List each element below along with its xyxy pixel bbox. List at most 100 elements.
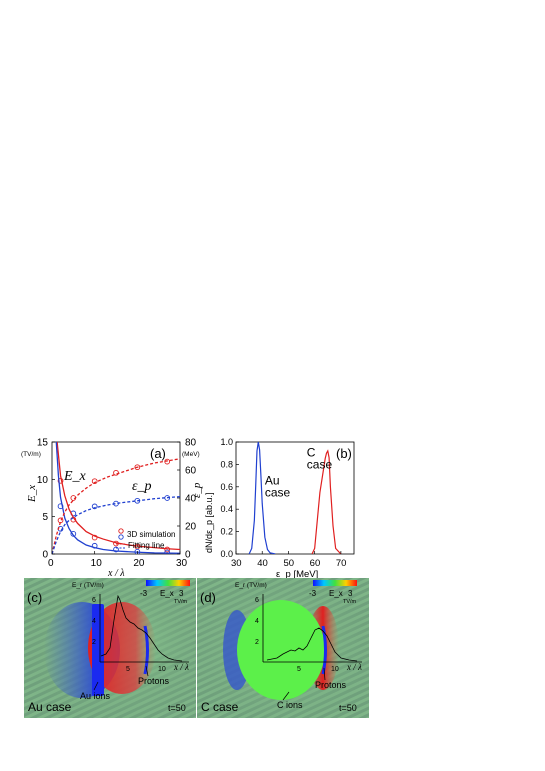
y-axis-label-b: dN/dε_p [ab.u.] bbox=[204, 492, 214, 553]
case-label-c: Au case bbox=[28, 700, 72, 714]
protons-label-d: Protons bbox=[315, 680, 347, 690]
inset-x-tick-d-10: 10 bbox=[331, 666, 339, 673]
marker-2-2 bbox=[91, 478, 98, 485]
panel-label-b: (b) bbox=[336, 446, 352, 461]
inset-x-label-c: x / λ bbox=[173, 662, 189, 672]
annotation-ep: ε_p bbox=[132, 479, 152, 494]
au-ions-label: Au ions bbox=[80, 691, 111, 701]
right-tick-label-a-1: 20 bbox=[185, 522, 197, 533]
x-tick-label-a-1: 10 bbox=[91, 558, 103, 569]
panel-d: 2 4 6 5 10 x / λ E_r (TV/m) -3 E_x 3 TV/… bbox=[197, 578, 369, 718]
x-axis-label-a: x / λ bbox=[107, 568, 125, 578]
field-map-c: 2 4 6 5 10 x / λ E_r (TV/m) -3 E_x 3 TV/… bbox=[24, 578, 196, 718]
inset-y-tick-d-4: 4 bbox=[255, 618, 259, 625]
right-axis-label-a: ε_p bbox=[191, 482, 203, 498]
marker-3-2 bbox=[91, 503, 98, 510]
right-tick-label-a-3: 60 bbox=[185, 466, 197, 477]
inset-y-tick-c-2: 2 bbox=[92, 639, 96, 646]
case-annotation-1-1: case bbox=[307, 458, 333, 472]
y-tick-label-b-4: 0.8 bbox=[220, 459, 233, 469]
protons-arrow-c bbox=[145, 665, 149, 677]
inset-y-tick-d-6: 6 bbox=[255, 597, 259, 604]
positive-field-region-c bbox=[88, 602, 156, 694]
y-tick-label-b-3: 0.6 bbox=[220, 482, 233, 492]
colorbar-min-d: -3 bbox=[309, 589, 317, 598]
colorbar-max-d: 3 bbox=[348, 589, 353, 598]
au-ions-layer bbox=[92, 604, 104, 696]
colorbar-label-c: E_x bbox=[160, 589, 174, 598]
chart-b: 30 40 50 60 700.00.20.40.60.81.0 AucaseCcase… bbox=[204, 437, 355, 580]
panel-label-d: (d) bbox=[200, 590, 216, 605]
left-axis-label-a: E_x bbox=[26, 485, 38, 503]
panel-c: 2 4 6 5 10 x / λ E_r (TV/m) -3 E_x 3 TV/… bbox=[24, 578, 196, 718]
c-ions-cloud bbox=[237, 600, 325, 700]
x-tick-label-a-0: 0 bbox=[48, 558, 54, 569]
protons-layer-c bbox=[143, 625, 149, 675]
inset-x-tick-c-5: 5 bbox=[126, 666, 130, 673]
x-axis-label-b: ε_p [MeV] bbox=[276, 569, 318, 580]
inset-x-label-d: x / λ bbox=[346, 662, 362, 672]
right-tick-label-a-2: 40 bbox=[185, 494, 197, 505]
case-label-d: C case bbox=[201, 700, 239, 714]
colorbar-unit-c: TV/m bbox=[174, 599, 188, 605]
time-label-d: t=50 bbox=[339, 703, 357, 713]
er-profile-d bbox=[266, 627, 358, 662]
x-tick-label-b-2: 50 bbox=[283, 558, 294, 569]
marker-2-4 bbox=[134, 464, 141, 471]
right-tick-label-a-4: 80 bbox=[185, 438, 197, 449]
au-ions-arrow bbox=[93, 681, 99, 691]
annotation-ex: E_x bbox=[63, 469, 87, 484]
protons-arrow-d bbox=[323, 667, 326, 681]
colorbar-min-c: -3 bbox=[140, 589, 148, 598]
inset-x-tick-c-10: 10 bbox=[158, 666, 166, 673]
case-annotation-0-0: Au bbox=[265, 474, 280, 488]
plot-frame-b bbox=[235, 441, 355, 555]
x-tick-label-b-4: 70 bbox=[336, 558, 347, 569]
case-annotation-0-1: case bbox=[265, 486, 291, 500]
left-tick-label-a-1: 5 bbox=[42, 512, 48, 523]
y-tick-label-b-5: 1.0 bbox=[220, 437, 233, 447]
c-ions-arrow bbox=[282, 691, 290, 701]
colorbar-max-c: 3 bbox=[179, 589, 184, 598]
legend-label-fit: Fitting line bbox=[128, 541, 165, 550]
spectrum-line-1 bbox=[311, 449, 342, 554]
protons-label-c: Protons bbox=[138, 676, 170, 686]
left-unit-a: (TV/m) bbox=[21, 451, 41, 458]
x-tick-label-a-2: 20 bbox=[133, 558, 145, 569]
x-tick-label-b-0: 30 bbox=[231, 558, 242, 569]
er-profile-c bbox=[100, 594, 183, 662]
left-tick-label-a-2: 10 bbox=[37, 475, 49, 486]
right-tick-label-a-0: 0 bbox=[185, 550, 191, 561]
legend-marker-red bbox=[118, 528, 124, 534]
inset-x-tick-d-5: 5 bbox=[297, 666, 301, 673]
time-label-c: t=50 bbox=[168, 703, 186, 713]
panel-label-a: (a) bbox=[150, 446, 166, 461]
legend-label-sim: 3D simulation bbox=[127, 530, 175, 539]
inset-y-tick-c-6: 6 bbox=[92, 597, 96, 604]
colorbar-unit-d: TV/m bbox=[343, 599, 357, 605]
inset-y-tick-d-2: 2 bbox=[255, 639, 259, 646]
series-line-4 bbox=[56, 442, 180, 551]
spectrum-line-0 bbox=[248, 442, 276, 554]
x-tick-label-b-1: 40 bbox=[257, 558, 268, 569]
c-ions-label: C ions bbox=[277, 700, 303, 710]
legend-a: 3D simulation Fitting line bbox=[116, 528, 175, 550]
x-tick-label-b-3: 60 bbox=[310, 558, 321, 569]
colorbar-d bbox=[313, 580, 357, 586]
field-map-d: 2 4 6 5 10 x / λ E_r (TV/m) -3 E_x 3 TV/… bbox=[197, 578, 369, 718]
inset-y-label-d: E_r (TV/m) bbox=[235, 582, 267, 589]
series-line-6 bbox=[52, 458, 180, 554]
protons-layer-d bbox=[321, 625, 327, 675]
y-tick-label-b-0: 0.0 bbox=[220, 549, 233, 559]
y-tick-label-b-2: 0.4 bbox=[220, 504, 233, 514]
inset-y-label-c: E_r (TV/m) bbox=[72, 582, 104, 589]
marker-1-3 bbox=[113, 546, 119, 553]
panel-a: 0 10 20 30 0 5 10 15 0 20 40 60 80 (a) (TV/m) (MeV) … bbox=[20, 428, 208, 580]
legend-marker-blue bbox=[118, 534, 124, 540]
series-line-7 bbox=[52, 495, 180, 554]
colorbar-c bbox=[146, 580, 190, 586]
marker-2-5 bbox=[164, 458, 171, 465]
left-tick-label-a-0: 0 bbox=[42, 550, 48, 561]
